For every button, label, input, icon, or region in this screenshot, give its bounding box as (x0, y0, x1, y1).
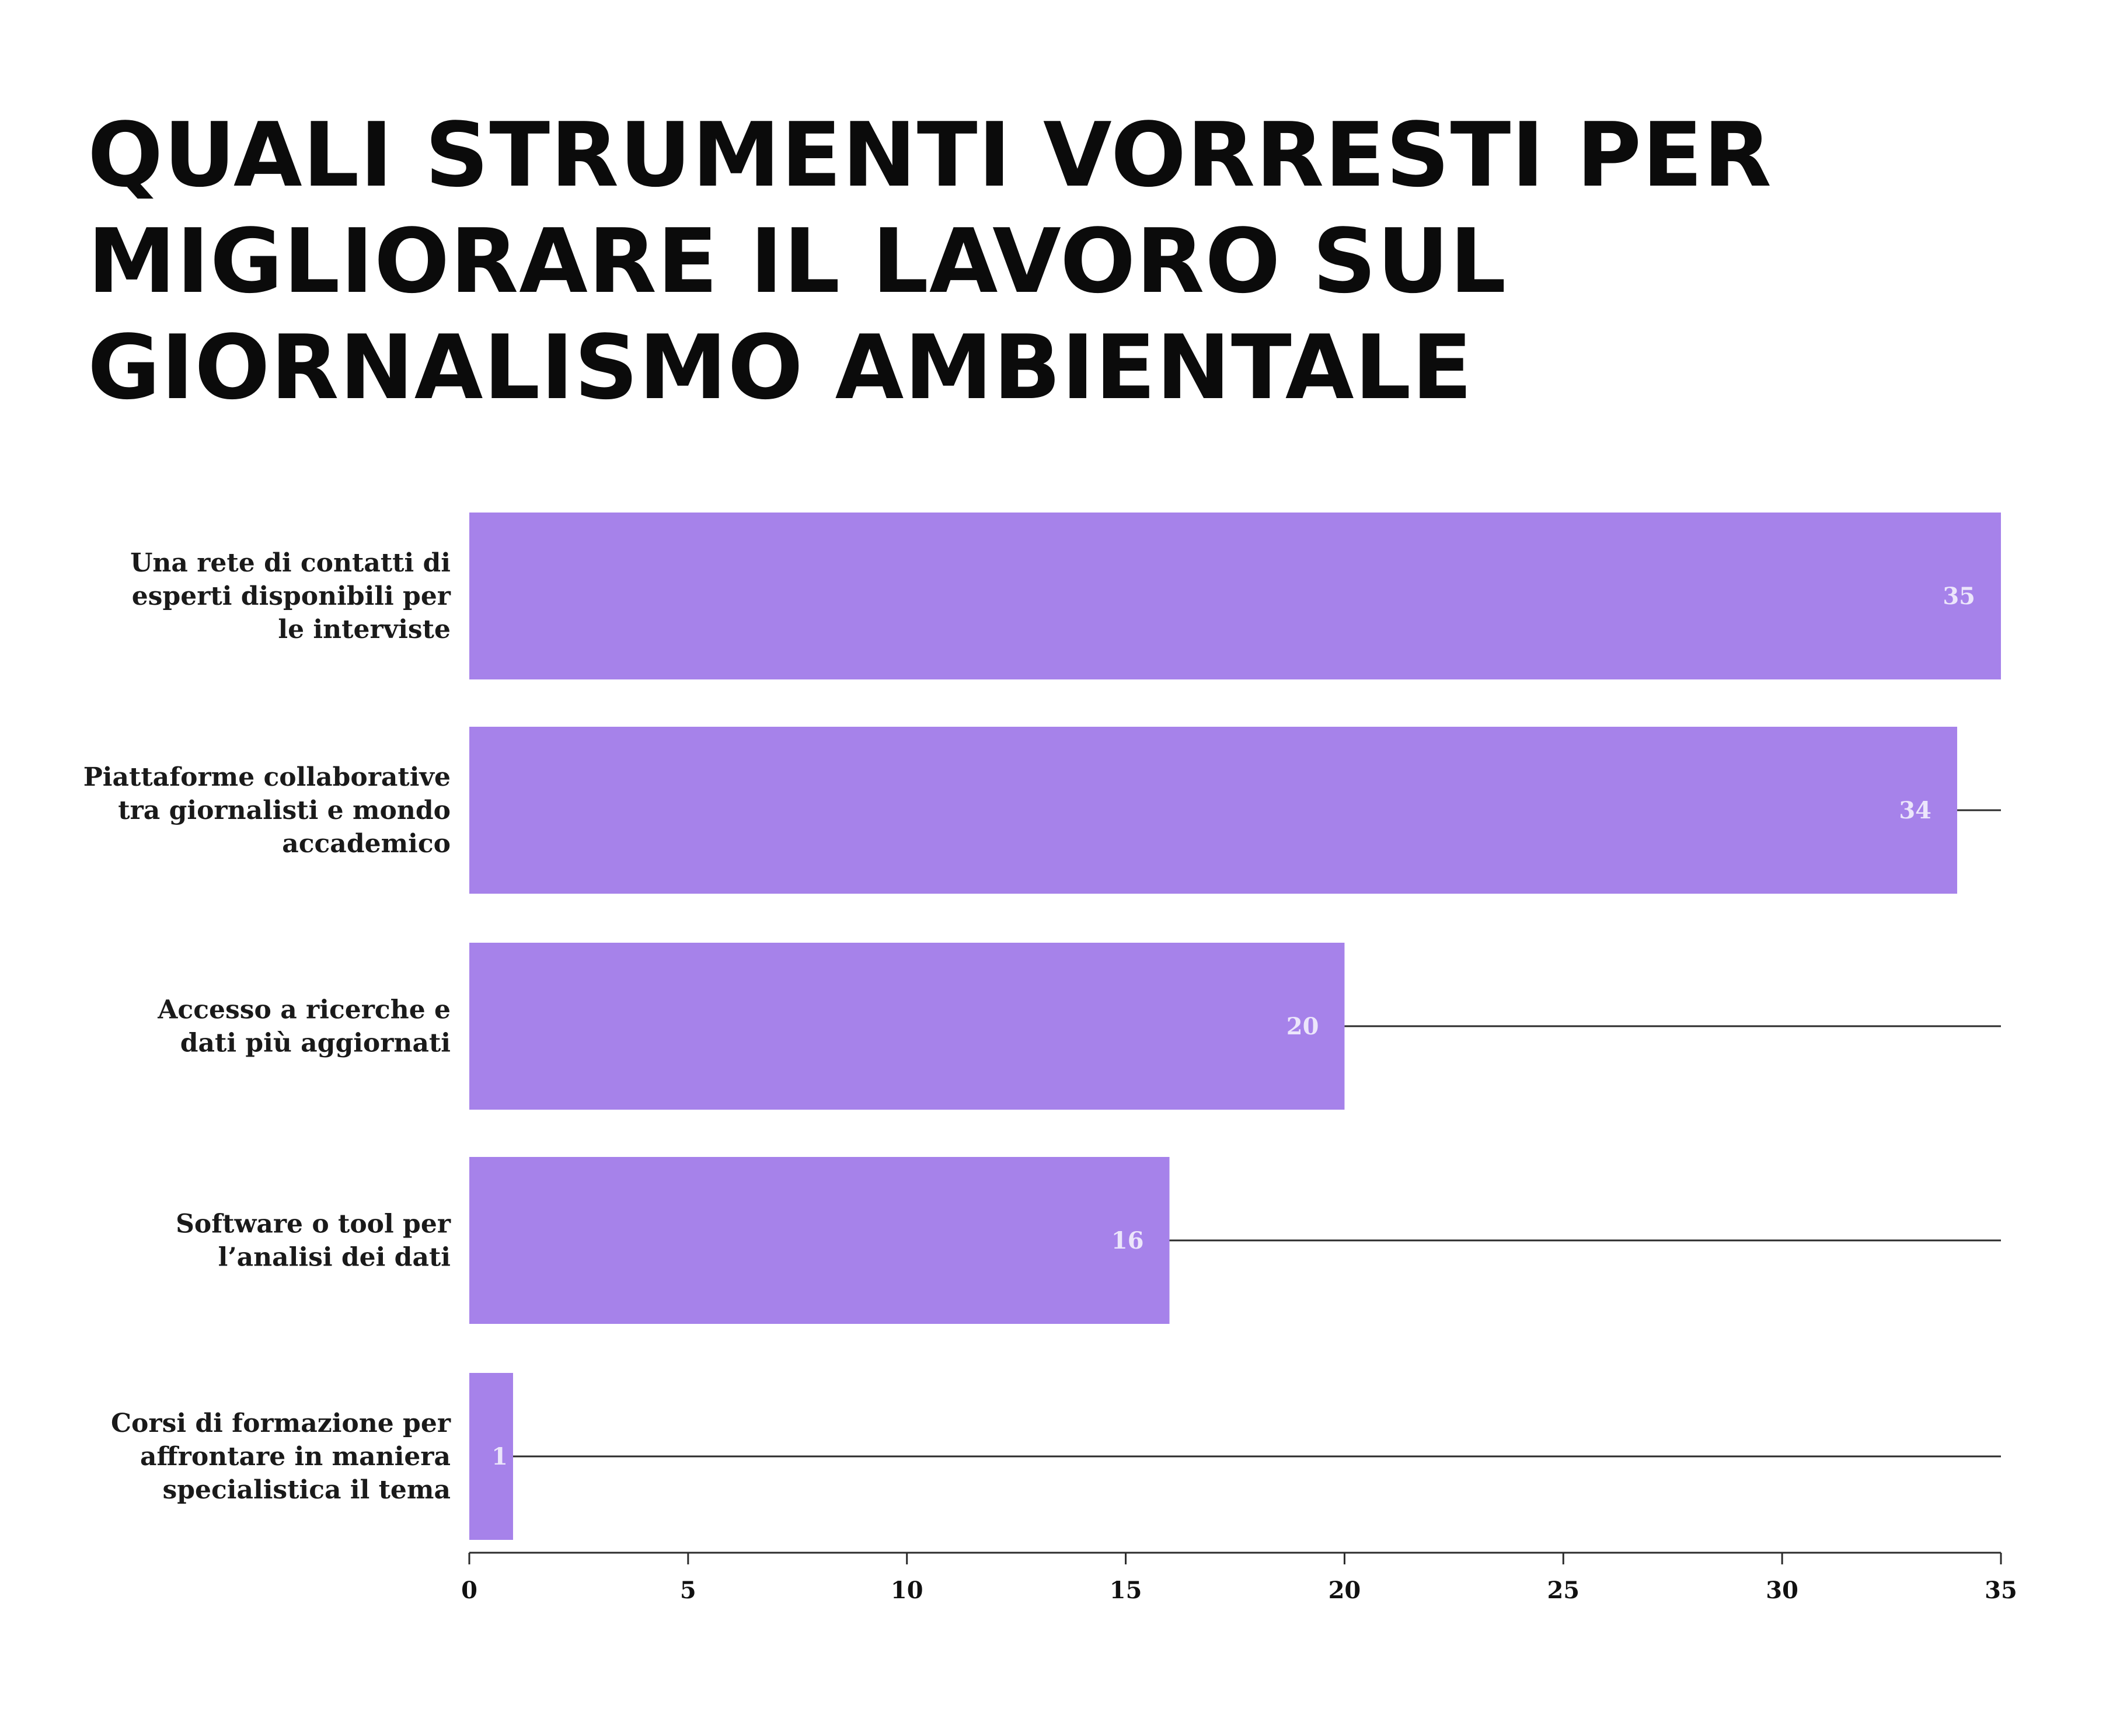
chart-title: QUALI STRUMENTI VORRESTI PER MIGLIORARE … (88, 103, 1773, 419)
x-tick-label: 30 (1766, 1577, 1798, 1604)
category-label: tra giornalisti e mondo (118, 796, 451, 825)
category-label: le interviste (278, 615, 451, 644)
category-label: esperti disponibili per (132, 581, 451, 611)
x-tick-label: 25 (1547, 1577, 1580, 1604)
value-label: 35 (1943, 583, 1975, 610)
category-label: Una rete di contatti di (130, 548, 451, 578)
x-tick-label: 20 (1329, 1577, 1361, 1604)
value-label: 34 (1899, 797, 1931, 824)
category-label: Corsi di formazione per (111, 1409, 451, 1438)
bar (469, 1373, 513, 1540)
x-tick-label: 5 (680, 1577, 696, 1604)
x-tick-label: 15 (1110, 1577, 1142, 1604)
category-label: l’analisi dei dati (218, 1243, 451, 1273)
value-label: 20 (1286, 1013, 1319, 1040)
value-label: 1 (491, 1443, 508, 1470)
x-tick-label: 10 (891, 1577, 923, 1604)
category-label: Accesso a ricerche e (157, 995, 451, 1025)
x-tick-label: 0 (461, 1577, 477, 1604)
category-label: dati più aggiornati (180, 1029, 451, 1058)
bar (469, 943, 1345, 1110)
category-label: Software o tool per (176, 1209, 451, 1239)
bar (469, 513, 2001, 679)
category-label: accademico (282, 829, 451, 859)
x-tick-label: 35 (1985, 1577, 2017, 1604)
category-label: affrontare in maniera (140, 1442, 451, 1472)
category-label: Piattaforme collaborative (83, 762, 451, 792)
bar (469, 1157, 1170, 1324)
value-label: 16 (1111, 1227, 1144, 1254)
category-label: specialistica il tema (162, 1475, 451, 1505)
bar (469, 727, 1958, 894)
